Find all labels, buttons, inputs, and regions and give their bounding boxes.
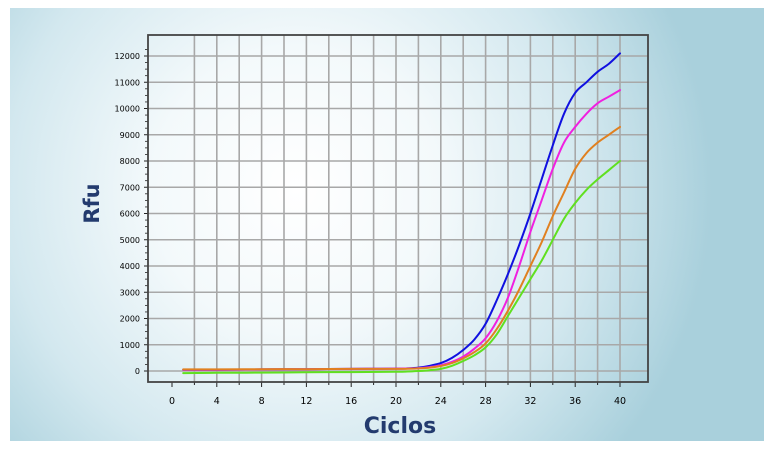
plot-frame — [147, 34, 649, 383]
x-tick-label: 28 — [480, 396, 492, 407]
y-tick-label: 2000 — [120, 315, 140, 324]
y-tick-label: 7000 — [120, 183, 140, 192]
y-tick-label: 12000 — [115, 52, 140, 61]
y-axis: 0 1000 2000 3000 4000 5000 6000 7000 8000 9000 100… — [115, 49, 148, 376]
y-tick-label: 6000 — [120, 210, 140, 219]
y-tick-label: 5000 — [120, 236, 140, 245]
series-line-3 — [182, 125, 621, 371]
y-tick-label: 3000 — [120, 288, 140, 297]
series-group — [182, 52, 621, 375]
x-tick-label: 32 — [524, 396, 536, 407]
series-line-2 — [182, 89, 621, 371]
x-tick-label: 36 — [569, 396, 581, 407]
y-tick-label: 4000 — [120, 262, 140, 271]
y-tick-label: 11000 — [115, 78, 140, 87]
y-tick-label: 9000 — [120, 131, 140, 140]
x-tick-label: 40 — [614, 396, 626, 407]
x-tick-label: 20 — [390, 396, 402, 407]
y-tick-label: 0 — [135, 367, 140, 376]
rfu-chart: 0 4 8 12 16 20 24 28 32 36 40 0 1000 2000 3000 4000 500… — [80, 34, 649, 439]
series-line-4 — [182, 160, 621, 375]
x-tick-label: 4 — [214, 396, 220, 407]
x-tick-label: 12 — [300, 396, 312, 407]
y-axis-title: Rfu — [80, 183, 104, 223]
x-tick-label: 0 — [169, 396, 175, 407]
x-axis-title: Ciclos — [364, 414, 436, 439]
x-axis: 0 4 8 12 16 20 24 28 32 36 40 — [169, 382, 626, 407]
x-tick-label: 24 — [435, 396, 447, 407]
chart-panel: 0 4 8 12 16 20 24 28 32 36 40 0 1000 2000 3000 4000 500… — [10, 8, 764, 441]
x-tick-label: 16 — [345, 396, 357, 407]
y-tick-label: 10000 — [115, 105, 140, 114]
x-tick-label: 8 — [259, 396, 265, 407]
y-tick-label: 8000 — [120, 157, 140, 166]
y-tick-label: 1000 — [120, 341, 140, 350]
grid — [148, 35, 648, 382]
